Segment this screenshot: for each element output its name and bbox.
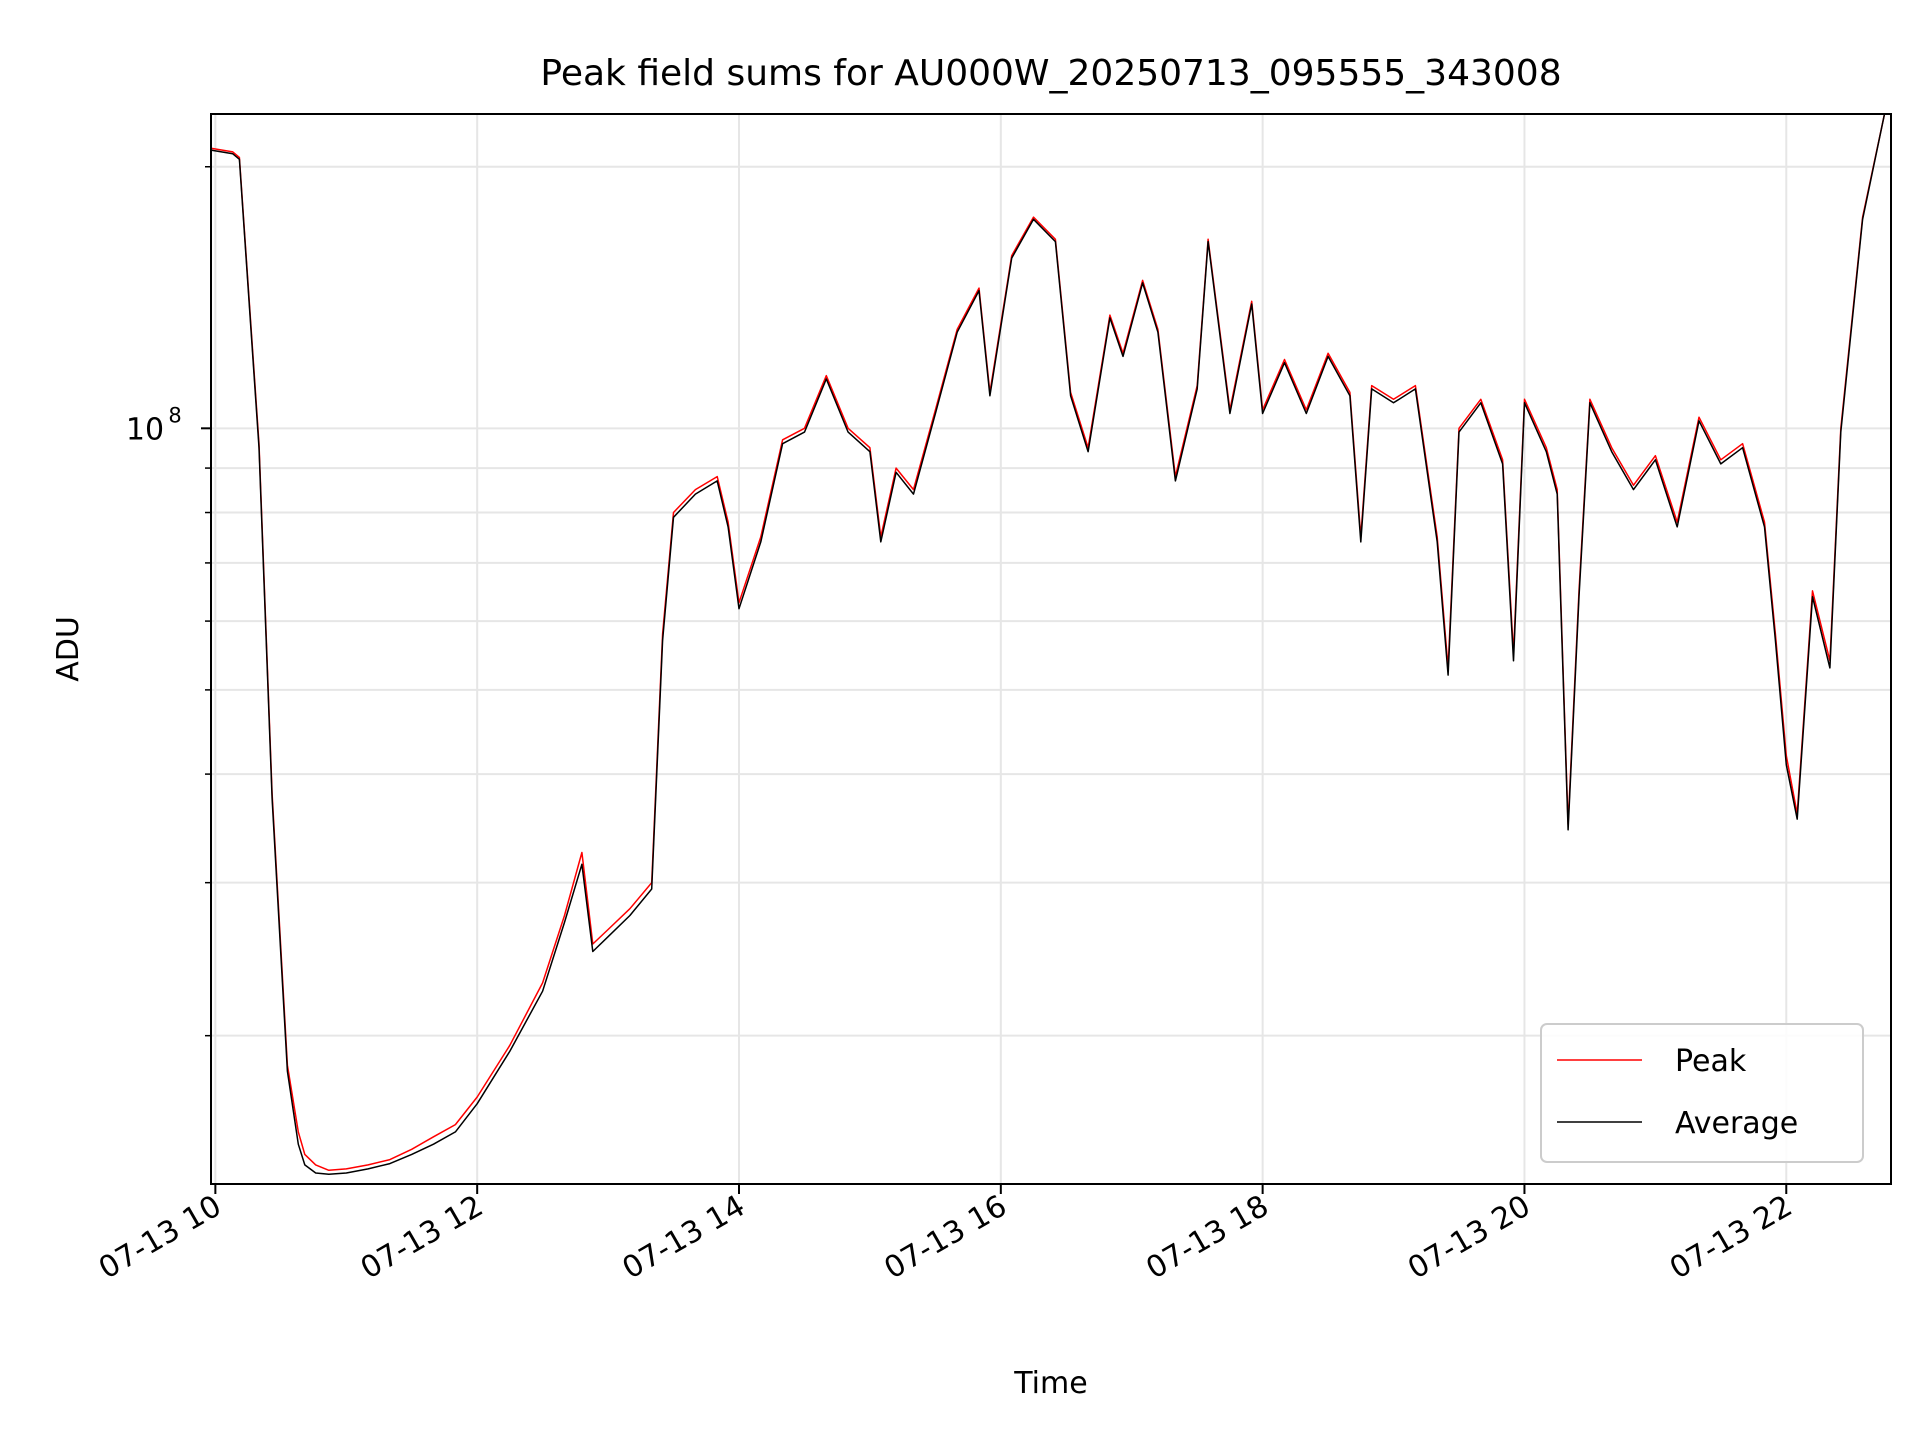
legend: Peak Average <box>1540 1023 1864 1163</box>
chart-title: Peak field sums for AU000W_20250713_0955… <box>540 53 1561 94</box>
legend-box <box>1540 1023 1864 1163</box>
plot-frame <box>210 113 1892 1185</box>
y-tick-label: 10 <box>126 412 164 447</box>
y-tick-label-exponent: 8 <box>168 403 181 427</box>
legend-label-average: Average <box>1675 1106 1798 1141</box>
y-axis-label: ADU <box>51 616 86 682</box>
series-line-average <box>210 113 1886 1176</box>
grid-layer <box>211 114 1891 1184</box>
legend-label-peak: Peak <box>1675 1044 1747 1079</box>
series-layer <box>210 113 1886 1176</box>
x-axis-label: Time <box>1013 1366 1087 1401</box>
